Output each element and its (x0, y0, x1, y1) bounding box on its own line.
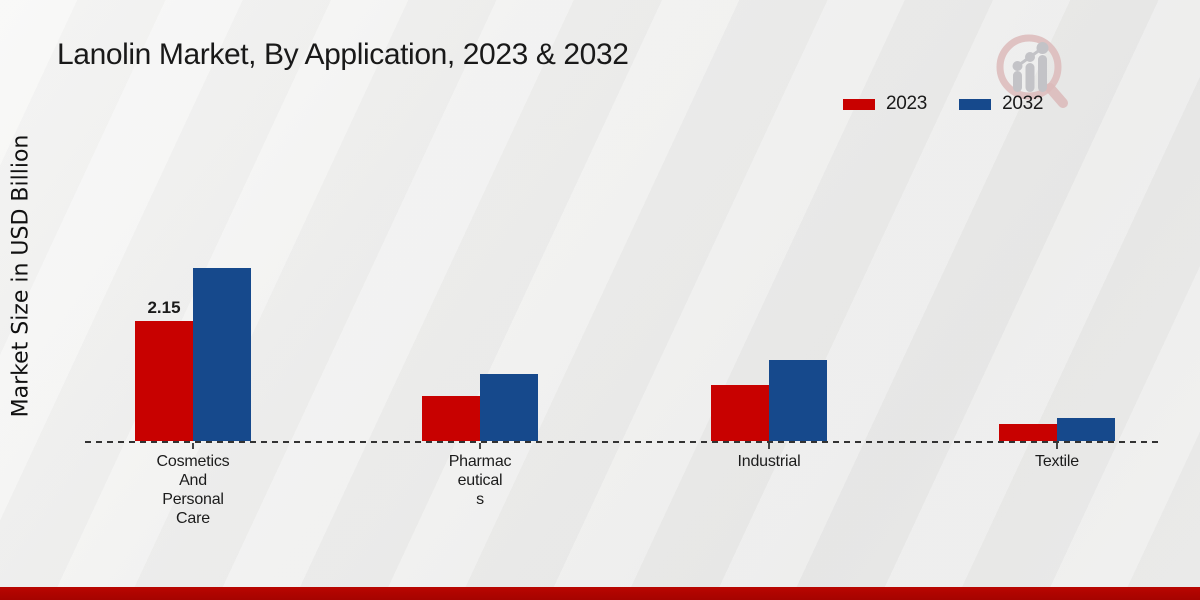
bar-2032-cosmetics-and-personal-care (193, 268, 251, 441)
x-tick-industrial (768, 443, 770, 449)
category-label-cosmetics-and-personal-care: Cosmetics And Personal Care (156, 453, 230, 527)
bar-2032-textile (1057, 417, 1115, 441)
magnifier-bar-chart-logo-icon (990, 26, 1074, 119)
bar-2032-pharmaceuticals (480, 374, 538, 441)
x-tick-textile (1056, 443, 1058, 449)
category-label-textile: Textile (1035, 453, 1079, 470)
bar-2023-textile (999, 424, 1057, 441)
bar-2023-industrial (711, 385, 769, 441)
x-tick-pharmaceuticals (479, 443, 481, 449)
y-axis-label: Market Size in USD Billion (8, 134, 34, 418)
category-label-industrial: Industrial (737, 453, 801, 470)
legend-swatch-2023 (843, 98, 875, 110)
chart-title: Lanolin Market, By Application, 2023 & 2… (57, 38, 629, 71)
bar-2032-industrial (769, 360, 827, 441)
legend-label-2032: 2032 (1002, 93, 1044, 114)
legend-item-2023: 2023 (843, 93, 927, 115)
legend-swatch-2032 (959, 98, 992, 110)
legend: 2023 2032 (843, 92, 1043, 116)
value-label-2023-cosmetics-and-personal-care: 2.15 (147, 298, 181, 318)
category-label-pharmaceuticals: Pharmac eutical s (448, 453, 512, 508)
x-axis-baseline (85, 441, 1163, 443)
bar-2023-cosmetics-and-personal-care (135, 321, 193, 441)
bottom-accent-band (0, 587, 1200, 600)
x-tick-cosmetics-and-personal-care (192, 443, 194, 449)
legend-item-2032: 2032 (959, 93, 1043, 115)
legend-label-2023: 2023 (886, 93, 928, 114)
bar-2023-pharmaceuticals (422, 396, 480, 441)
